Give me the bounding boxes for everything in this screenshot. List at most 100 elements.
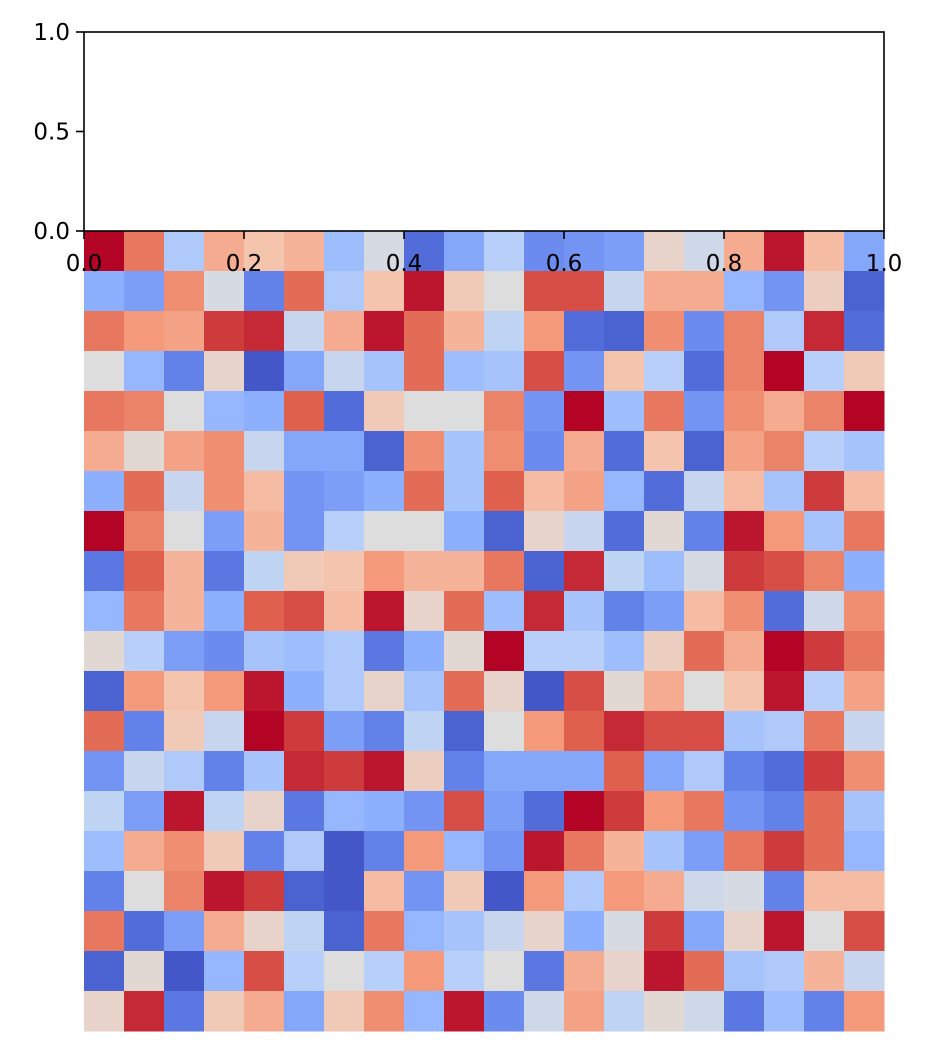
heatmap-cell-r6-c11: [524, 471, 565, 512]
heatmap-cell-r10-c16: [724, 631, 765, 672]
x-tick-label: 0.0: [66, 251, 103, 277]
heatmap-cell-r12-c18: [804, 711, 845, 752]
heatmap-cell-r19-c9: [444, 991, 485, 1032]
heatmap-cell-r19-c8: [404, 991, 445, 1032]
heatmap-cell-r8-c16: [724, 551, 765, 592]
heatmap-cell-r10-c9: [444, 631, 485, 672]
heatmap-cell-r13-c16: [724, 751, 765, 792]
heatmap-cell-r4-c12: [564, 391, 605, 432]
heatmap-cell-r3-c0: [84, 351, 125, 392]
heatmap-cell-r14-c8: [404, 791, 445, 832]
heatmap-cell-r7-c10: [484, 511, 525, 552]
heatmap-cell-r1-c16: [724, 271, 765, 312]
heatmap-cell-r12-c10: [484, 711, 525, 752]
heatmap-cell-r7-c11: [524, 511, 565, 552]
heatmap-cell-r18-c19: [844, 951, 885, 992]
heatmap-cell-r1-c11: [524, 271, 565, 312]
heatmap-cell-r16-c3: [204, 871, 245, 912]
heatmap-cell-r0-c13: [604, 231, 645, 272]
heatmap-cell-r9-c9: [444, 591, 485, 632]
heatmap-cell-r10-c4: [244, 631, 285, 672]
heatmap-cell-r5-c12: [564, 431, 605, 472]
heatmap-cell-r15-c4: [244, 831, 285, 872]
heatmap-cell-r8-c3: [204, 551, 245, 592]
heatmap-cell-r17-c18: [804, 911, 845, 952]
heatmap-cell-r2-c15: [684, 311, 725, 352]
heatmap-cell-r4-c3: [204, 391, 245, 432]
heatmap-cell-r5-c6: [324, 431, 365, 472]
heatmap-cell-r5-c15: [684, 431, 725, 472]
heatmap-cell-r16-c5: [284, 871, 325, 912]
heatmap-cell-r3-c8: [404, 351, 445, 392]
heatmap-cell-r2-c8: [404, 311, 445, 352]
heatmap-cell-r8-c19: [844, 551, 885, 592]
heatmap-cell-r1-c6: [324, 271, 365, 312]
heatmap-cell-r13-c13: [604, 751, 645, 792]
heatmap-cell-r3-c6: [324, 351, 365, 392]
heatmap-cell-r2-c17: [764, 311, 805, 352]
heatmap-cell-r12-c7: [364, 711, 405, 752]
heatmap-cell-r13-c11: [524, 751, 565, 792]
heatmap-cell-r17-c19: [844, 911, 885, 952]
heatmap-cell-r4-c6: [324, 391, 365, 432]
heatmap-cell-r19-c0: [84, 991, 125, 1032]
heatmap-cell-r12-c19: [844, 711, 885, 752]
heatmap-cell-r3-c18: [804, 351, 845, 392]
heatmap-cell-r1-c12: [564, 271, 605, 312]
heatmap-cell-r3-c14: [644, 351, 685, 392]
heatmap-cell-r2-c16: [724, 311, 765, 352]
heatmap-cell-r19-c10: [484, 991, 525, 1032]
heatmap-cell-r6-c6: [324, 471, 365, 512]
heatmap-cell-r10-c5: [284, 631, 325, 672]
heatmap-cell-r4-c5: [284, 391, 325, 432]
heatmap-cell-r17-c6: [324, 911, 365, 952]
heatmap-cell-r19-c5: [284, 991, 325, 1032]
heatmap-cell-r10-c15: [684, 631, 725, 672]
heatmap-cell-r7-c0: [84, 511, 125, 552]
heatmap-cell-r6-c0: [84, 471, 125, 512]
heatmap-cell-r2-c6: [324, 311, 365, 352]
heatmap-cell-r0-c14: [644, 231, 685, 272]
heatmap-cell-r16-c6: [324, 871, 365, 912]
heatmap-cell-r12-c15: [684, 711, 725, 752]
heatmap-cell-r15-c3: [204, 831, 245, 872]
heatmap-cell-r5-c14: [644, 431, 685, 472]
heatmap-cell-r19-c1: [124, 991, 165, 1032]
heatmap-cell-r6-c18: [804, 471, 845, 512]
heatmap-cell-r12-c14: [644, 711, 685, 752]
heatmap-cell-r7-c17: [764, 511, 805, 552]
x-tick-label: 0.6: [546, 251, 583, 277]
heatmap-cell-r18-c6: [324, 951, 365, 992]
heatmap-cell-r10-c0: [84, 631, 125, 672]
heatmap-cell-r5-c10: [484, 431, 525, 472]
heatmap-cell-r15-c19: [844, 831, 885, 872]
heatmap-cell-r9-c0: [84, 591, 125, 632]
heatmap-cell-r14-c5: [284, 791, 325, 832]
heatmap-cell-r14-c1: [124, 791, 165, 832]
heatmap-cell-r0-c4: [244, 231, 285, 272]
heatmap-cell-r11-c3: [204, 671, 245, 712]
heatmap-cell-r19-c12: [564, 991, 605, 1032]
heatmap-cell-r14-c3: [204, 791, 245, 832]
heatmap-cell-r12-c6: [324, 711, 365, 752]
heatmap-cell-r17-c8: [404, 911, 445, 952]
heatmap-cell-r7-c9: [444, 511, 485, 552]
heatmap-cell-r5-c8: [404, 431, 445, 472]
heatmap-cell-r14-c10: [484, 791, 525, 832]
heatmap-cell-r5-c7: [364, 431, 405, 472]
heatmap-cell-r18-c18: [804, 951, 845, 992]
heatmap-cell-r5-c19: [844, 431, 885, 472]
heatmap-cell-r1-c1: [124, 271, 165, 312]
heatmap-cell-r9-c18: [804, 591, 845, 632]
heatmap-cell-r1-c18: [804, 271, 845, 312]
heatmap-cell-r9-c6: [324, 591, 365, 632]
heatmap-cell-r1-c17: [764, 271, 805, 312]
heatmap-cell-r11-c19: [844, 671, 885, 712]
heatmap-cell-r4-c0: [84, 391, 125, 432]
heatmap-cell-r12-c13: [604, 711, 645, 752]
heatmap-cell-r18-c16: [724, 951, 765, 992]
heatmap-cell-r6-c15: [684, 471, 725, 512]
heatmap-cell-r7-c7: [364, 511, 405, 552]
heatmap-cell-r2-c4: [244, 311, 285, 352]
heatmap-cell-r10-c18: [804, 631, 845, 672]
